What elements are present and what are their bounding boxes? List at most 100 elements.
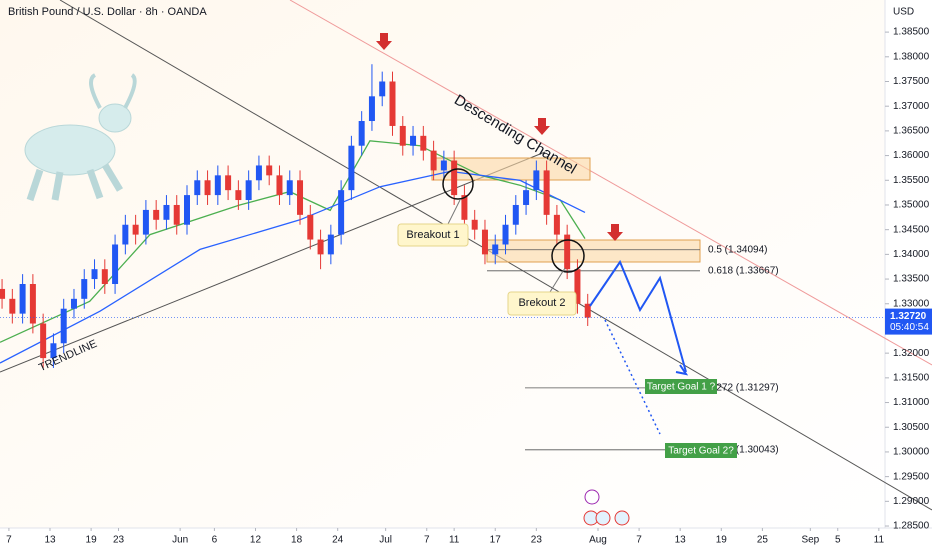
y-tick-label: 1.35000 (893, 200, 930, 211)
x-tick-label: 13 (675, 535, 687, 546)
x-tick-label: 6 (212, 535, 218, 546)
candle-body (19, 284, 26, 314)
candle-body (194, 180, 201, 196)
candle-body (553, 214, 560, 235)
candle-body (543, 170, 550, 215)
y-tick-label: 1.36500 (893, 126, 930, 137)
y-tick-label: 1.30000 (893, 447, 930, 458)
candle-body (9, 298, 16, 314)
candle-body (122, 224, 129, 245)
candle-body (440, 160, 447, 171)
candle-body (420, 135, 427, 151)
candle-body (574, 269, 581, 304)
candle-body (286, 180, 293, 196)
candle-body (255, 165, 262, 181)
current-price-label: 1.32720 (890, 311, 927, 322)
target-label: Target Goal 1 ? (647, 382, 716, 393)
x-tick-label: 13 (44, 535, 56, 546)
candle-body (430, 150, 437, 171)
candle-body (368, 96, 375, 122)
x-tick-label: Aug (589, 535, 607, 546)
candle-body (410, 135, 417, 146)
candle-body (461, 195, 468, 220)
breakout-circle (442, 168, 474, 200)
candle-body (297, 180, 304, 215)
candle-body (0, 288, 6, 299)
candle-body (389, 81, 396, 126)
candle-body (214, 175, 221, 196)
callout-box (397, 223, 469, 247)
x-tick-label: 17 (490, 535, 502, 546)
candle-body (307, 214, 314, 240)
candle-body (153, 209, 160, 220)
y-tick-label: 1.38000 (893, 51, 930, 62)
y-tick-label: 1.29000 (893, 496, 930, 507)
y-tick-label: 1.38500 (893, 27, 930, 38)
x-tick-label: 19 (86, 535, 98, 546)
candle-body (235, 190, 242, 201)
bull-icon (24, 73, 137, 202)
x-tick-label: 11 (449, 535, 460, 546)
candle-body (266, 165, 273, 176)
candle-body (317, 239, 324, 255)
x-tick-label: 7 (424, 535, 430, 546)
y-tick-label: 1.33500 (893, 274, 930, 285)
chart-title: British Pound / U.S. Dollar · 8h · OANDA (8, 6, 207, 18)
candle-body (163, 204, 170, 220)
x-tick-label: Jul (379, 535, 392, 546)
y-tick-label: 1.37000 (893, 101, 930, 112)
x-tick-label: 7 (6, 535, 12, 546)
candle-body (132, 224, 139, 235)
candle-body (348, 145, 355, 191)
x-tick-label: 18 (291, 535, 303, 546)
x-tick-label: 7 (636, 535, 642, 546)
x-tick-label: Sep (801, 535, 819, 546)
y-tick-label: 1.36000 (893, 150, 930, 161)
target-box (665, 443, 737, 458)
target-label: Target Goal 2? (668, 446, 734, 457)
y-tick-label: 1.29500 (893, 471, 930, 482)
candle-body (142, 209, 149, 235)
arrows (376, 33, 623, 241)
breakout-label: Breakout 1 (406, 229, 459, 241)
candle-body (327, 234, 334, 255)
plot-background (0, 0, 885, 528)
y-tick-label: 1.31000 (893, 397, 930, 408)
projection-dotted (604, 319, 661, 435)
candle-body (40, 323, 47, 359)
candle-body (502, 224, 509, 245)
projection-arrowhead (675, 364, 689, 376)
y-tick-label: 1.32000 (893, 348, 930, 359)
fib-label: 0.5 (1.34094) (708, 244, 768, 255)
price-tag (885, 308, 932, 335)
y-tick-label: 1.28500 (893, 521, 930, 532)
x-tick-label: 24 (332, 535, 344, 546)
candle-body (481, 229, 488, 255)
candle-body (533, 170, 540, 191)
x-tick-label: 25 (757, 535, 769, 546)
candle-body (225, 175, 232, 191)
y-tick-label: 1.34500 (893, 224, 930, 235)
channel-upper-line (289, 0, 932, 366)
target-box (645, 379, 717, 394)
candle-body (379, 81, 386, 97)
candle-body (204, 180, 211, 196)
y-tick-label: 1.37500 (893, 76, 930, 87)
y-tick-label: 1.33000 (893, 298, 930, 309)
candle-body (358, 121, 365, 146)
candle-body (492, 244, 499, 255)
countdown-label: 05:40:54 (890, 322, 929, 333)
candle-body (471, 219, 478, 230)
candle-body (564, 234, 571, 270)
fib-label: 1.272 (1.31297) (708, 383, 779, 394)
fib-zone (486, 239, 701, 263)
candle-body (451, 160, 458, 196)
candle-body (584, 303, 591, 318)
x-tick-label: 19 (716, 535, 728, 546)
x-tick-label: 5 (835, 535, 841, 546)
candle-body (112, 244, 119, 285)
fib-label: 1.618 (1.30043) (708, 444, 779, 455)
callout-box (507, 291, 577, 316)
